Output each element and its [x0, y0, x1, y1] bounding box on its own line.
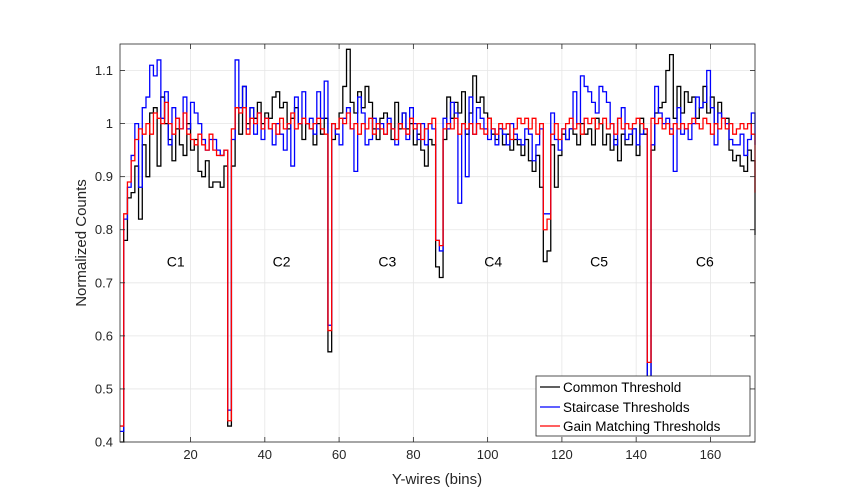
legend-label-gain: Gain Matching Thresholds — [563, 419, 721, 434]
legend: Common Threshold Staircase Thresholds Ga… — [535, 375, 751, 437]
cassette-label: C2 — [273, 254, 291, 270]
x-tick-label: 140 — [625, 447, 647, 462]
y-tick-label: 0.5 — [95, 381, 113, 396]
x-tick-label: 160 — [700, 447, 722, 462]
cassette-label: C1 — [167, 254, 185, 270]
y-tick-label: 0.4 — [95, 435, 113, 450]
x-tick-label: 20 — [183, 447, 197, 462]
x-tick-label: 100 — [477, 447, 499, 462]
legend-label-staircase: Staircase Thresholds — [563, 400, 690, 415]
y-tick-label: 1.1 — [95, 63, 113, 78]
plot-frame — [119, 43, 756, 443]
x-tick-label: 120 — [551, 447, 573, 462]
series-gain-matching-thresholds — [120, 101, 756, 427]
y-tick-label: 0.6 — [95, 328, 113, 343]
legend-box — [535, 375, 751, 437]
annotations-layer: C1 C2 C3 C4 C5 C6 — [167, 254, 714, 270]
y-tick-label: 0.7 — [95, 275, 113, 290]
x-tick-label: 80 — [406, 447, 420, 462]
y-tick-label: 0.8 — [95, 222, 113, 237]
y-tick-label: 0.9 — [95, 169, 113, 184]
legend-label-common: Common Threshold — [563, 380, 681, 395]
y-tick-label: 1 — [106, 116, 113, 131]
cassette-label: C5 — [590, 254, 608, 270]
y-axis-label: Normalized Counts — [73, 179, 90, 307]
cassette-label: C6 — [696, 254, 714, 270]
cassette-label: C4 — [484, 254, 502, 270]
x-tick-label: 40 — [258, 447, 272, 462]
cassette-label: C3 — [378, 254, 396, 270]
x-axis-label: Y-wires (bins) — [392, 471, 482, 488]
ticks-layer: 20 40 60 80 100 120 140 160 0.4 0.5 0.6 0.7 0.8 0.9 1 1… — [95, 44, 755, 462]
x-tick-label: 60 — [332, 447, 346, 462]
